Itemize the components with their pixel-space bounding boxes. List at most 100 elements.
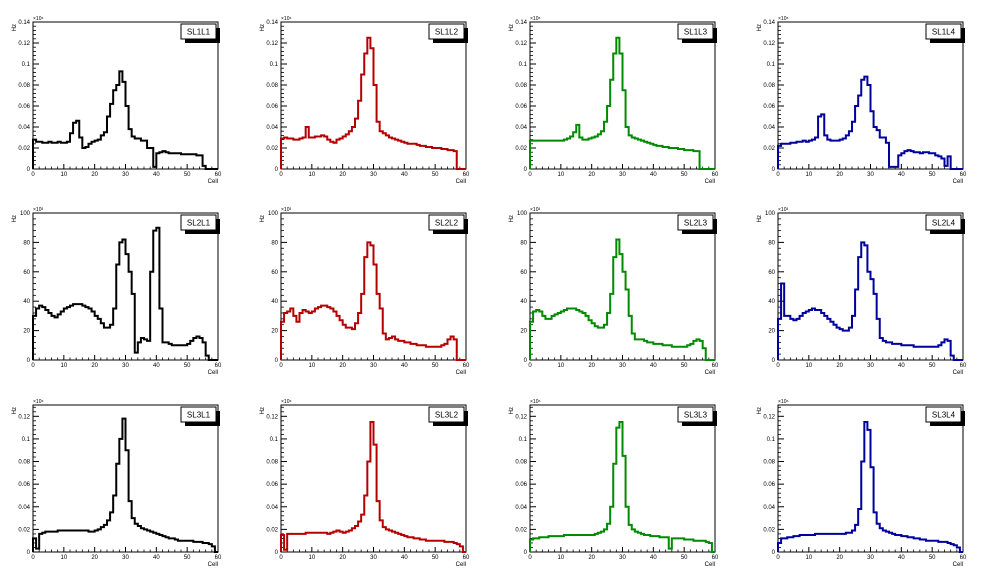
histogram-series bbox=[280, 241, 466, 361]
chart-title: SL2L2 bbox=[435, 219, 459, 228]
x-tick-label: 30 bbox=[370, 363, 377, 369]
title-box-shadow bbox=[433, 230, 468, 234]
x-axis-label: Cell bbox=[953, 179, 963, 185]
y-tick-label: 0.1 bbox=[22, 62, 31, 68]
chart-panel-sl1l4: 0 0.02 0.04 0.06 0.08 0.1 0.12 0.14 0 10 20 30 40 50 6… bbox=[757, 16, 967, 185]
x-axis-label: Cell bbox=[456, 370, 466, 376]
y-tick-label: 0.1 bbox=[270, 62, 279, 68]
y-tick-label: 80 bbox=[23, 240, 30, 246]
plot-frame bbox=[777, 404, 964, 553]
x-tick-label: 30 bbox=[370, 555, 377, 561]
chart-title: SL3L1 bbox=[187, 411, 211, 420]
x-tick-label: 30 bbox=[370, 172, 377, 178]
y-tick-label: 0 bbox=[27, 167, 31, 173]
title-box bbox=[428, 214, 465, 231]
x-tick-label: 0 bbox=[528, 555, 532, 561]
title-box bbox=[677, 23, 714, 40]
x-tick-label: 10 bbox=[557, 172, 564, 178]
y-tick-label: 0.04 bbox=[18, 125, 30, 131]
y-tick-label: 0.08 bbox=[763, 460, 775, 466]
x-tick-label: 30 bbox=[867, 555, 874, 561]
x-tick-label: 50 bbox=[929, 172, 936, 178]
title-box bbox=[428, 23, 465, 40]
x-tick-label: 40 bbox=[153, 555, 160, 561]
title-box-shadow bbox=[216, 28, 220, 43]
x-tick-label: 30 bbox=[619, 363, 626, 369]
x-tick-label: 20 bbox=[91, 363, 98, 369]
x-tick-label: 30 bbox=[619, 555, 626, 561]
y-tick-label: 0.04 bbox=[18, 505, 30, 511]
y-axis-label: Hz bbox=[757, 407, 763, 414]
title-box-shadow bbox=[713, 219, 717, 234]
y-tick-label: 0 bbox=[524, 358, 528, 364]
plot-frame bbox=[777, 212, 964, 361]
x-tick-label: 0 bbox=[279, 555, 283, 561]
x-tick-label: 0 bbox=[776, 555, 780, 561]
title-box-shadow bbox=[682, 230, 717, 234]
x-tick-label: 30 bbox=[122, 555, 129, 561]
title-box-shadow bbox=[961, 28, 965, 43]
chart-title: SL3L3 bbox=[684, 411, 708, 420]
title-box bbox=[677, 214, 714, 231]
y-tick-label: 0.06 bbox=[763, 104, 775, 110]
y-tick-label: 0.08 bbox=[515, 460, 527, 466]
title-box bbox=[180, 23, 217, 40]
x-tick-label: 30 bbox=[122, 363, 129, 369]
y-tick-label: 20 bbox=[23, 329, 30, 335]
x-tick-label: 40 bbox=[898, 555, 905, 561]
y-tick-label: 0.08 bbox=[18, 83, 30, 89]
chart-panel-sl3l4: 0 0.02 0.04 0.06 0.08 0.1 0.12 0 10 20 30 40 50 60Cel… bbox=[757, 399, 967, 568]
title-box-shadow bbox=[464, 411, 468, 426]
y-tick-label: 0.12 bbox=[18, 41, 30, 47]
x-tick-label: 60 bbox=[463, 363, 470, 369]
y-axis-label: Hz bbox=[260, 215, 266, 222]
x-tick-label: 20 bbox=[339, 363, 346, 369]
y-tick-label: 0 bbox=[772, 550, 776, 556]
x-axis-label: Cell bbox=[705, 562, 715, 568]
y-tick-label: 0.06 bbox=[266, 104, 278, 110]
x-tick-label: 50 bbox=[432, 363, 439, 369]
x-tick-label: 0 bbox=[31, 555, 35, 561]
y-tick-label: 40 bbox=[520, 299, 527, 305]
x-tick-label: 10 bbox=[60, 363, 67, 369]
x-tick-label: 60 bbox=[712, 555, 719, 561]
x-tick-label: 10 bbox=[557, 555, 564, 561]
x-tick-label: 50 bbox=[929, 363, 936, 369]
y-exponent-label: ×10⁶ bbox=[778, 399, 789, 405]
x-tick-label: 40 bbox=[650, 555, 657, 561]
x-tick-label: 10 bbox=[60, 555, 67, 561]
y-tick-label: 0.08 bbox=[266, 83, 278, 89]
histogram-series bbox=[777, 241, 963, 361]
x-axis-label: Cell bbox=[953, 370, 963, 376]
y-tick-label: 0.1 bbox=[22, 437, 31, 443]
x-tick-label: 60 bbox=[215, 555, 222, 561]
y-tick-label: 0.02 bbox=[18, 146, 30, 152]
x-tick-label: 60 bbox=[960, 172, 967, 178]
y-tick-label: 0.12 bbox=[515, 41, 527, 47]
y-tick-label: 80 bbox=[271, 240, 278, 246]
title-box bbox=[180, 214, 217, 231]
y-tick-label: 0 bbox=[524, 550, 528, 556]
x-tick-label: 40 bbox=[153, 363, 160, 369]
y-tick-label: 0.1 bbox=[519, 437, 528, 443]
y-tick-label: 0.06 bbox=[763, 482, 775, 488]
chart-panel-sl1l3: 0 0.02 0.04 0.06 0.08 0.1 0.12 0.14 0 10 20 30 40 50 6… bbox=[509, 16, 719, 185]
y-tick-label: 0 bbox=[772, 358, 776, 364]
y-exponent-label: ×10⁶ bbox=[530, 399, 541, 405]
y-tick-label: 0.1 bbox=[767, 437, 776, 443]
y-tick-label: 60 bbox=[520, 270, 527, 276]
x-axis-label: Cell bbox=[208, 179, 218, 185]
y-exponent-label: ×10³ bbox=[281, 207, 291, 213]
chart-title: SL3L4 bbox=[932, 411, 956, 420]
x-axis-label: Cell bbox=[705, 179, 715, 185]
x-tick-label: 10 bbox=[805, 555, 812, 561]
x-tick-label: 20 bbox=[588, 363, 595, 369]
chart-title: SL2L4 bbox=[932, 219, 956, 228]
y-axis-label: Hz bbox=[12, 24, 18, 31]
x-tick-label: 0 bbox=[31, 172, 35, 178]
x-tick-label: 50 bbox=[681, 172, 688, 178]
title-box-shadow bbox=[185, 422, 220, 426]
title-box-shadow bbox=[961, 219, 965, 234]
x-tick-label: 60 bbox=[960, 555, 967, 561]
y-axis-label: Hz bbox=[260, 24, 266, 31]
